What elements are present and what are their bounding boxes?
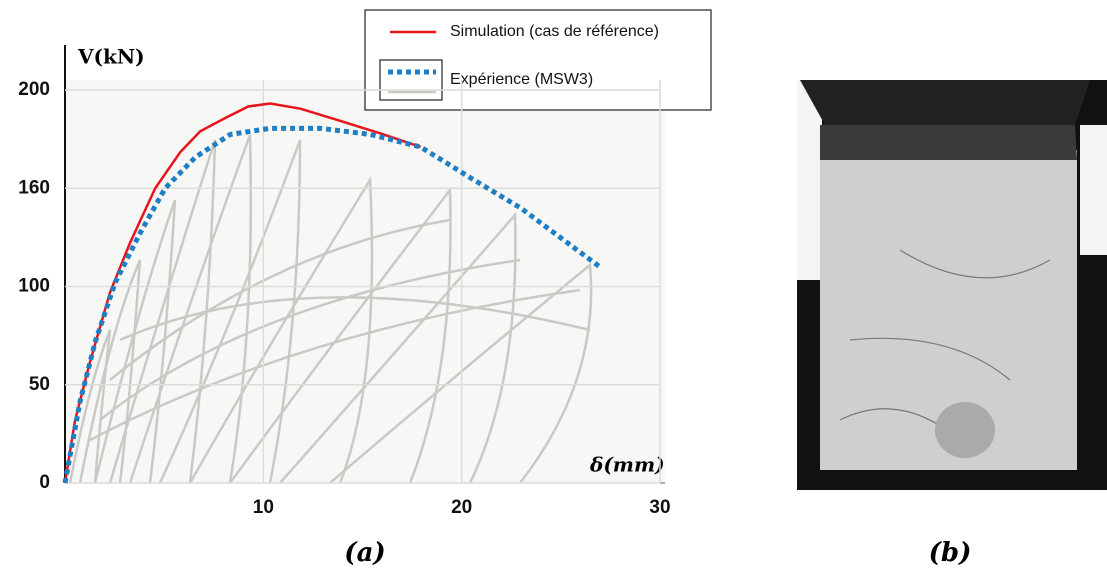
- loop: [228, 186, 452, 484]
- legend: Simulation (cas de référence) Expérience …: [388, 23, 659, 88]
- stain: [935, 402, 995, 458]
- loop: [188, 175, 374, 484]
- loop: [279, 211, 517, 484]
- loop: [89, 288, 581, 442]
- photo-light: [797, 80, 822, 280]
- loop: [108, 139, 217, 484]
- wall-top: [820, 125, 1077, 160]
- x-tick-label: 30: [649, 497, 670, 518]
- loop: [109, 218, 451, 381]
- caption: (b): [929, 538, 972, 568]
- y-tick-label: 200: [18, 79, 50, 100]
- loop: [128, 134, 253, 484]
- caption: (a): [344, 538, 385, 568]
- y-tick-label: 100: [18, 276, 50, 297]
- loop: [99, 258, 521, 421]
- legend-inner-box: [379, 59, 443, 101]
- loop: [68, 329, 112, 484]
- loop: [93, 199, 177, 484]
- loop: [119, 296, 591, 342]
- loop: [329, 262, 593, 484]
- y-tick-label: 160: [18, 177, 50, 198]
- x-tick-label: 10: [253, 497, 274, 518]
- legend-label: Simulation (cas de référence): [450, 23, 659, 40]
- y-axis-label: V(kN): [77, 45, 145, 69]
- top-beam: [800, 80, 1090, 125]
- y-tick-label: 50: [29, 374, 50, 395]
- photo-light: [1080, 125, 1107, 255]
- plot-area: [65, 80, 665, 483]
- x-tick-label: 20: [451, 497, 472, 518]
- x-axis-label: δ(mm): [589, 453, 665, 477]
- photo: [797, 80, 1107, 490]
- legend-label: Expérience (MSW3): [450, 71, 593, 88]
- y-tick-label: 0: [39, 472, 50, 493]
- series-line: [62, 125, 603, 484]
